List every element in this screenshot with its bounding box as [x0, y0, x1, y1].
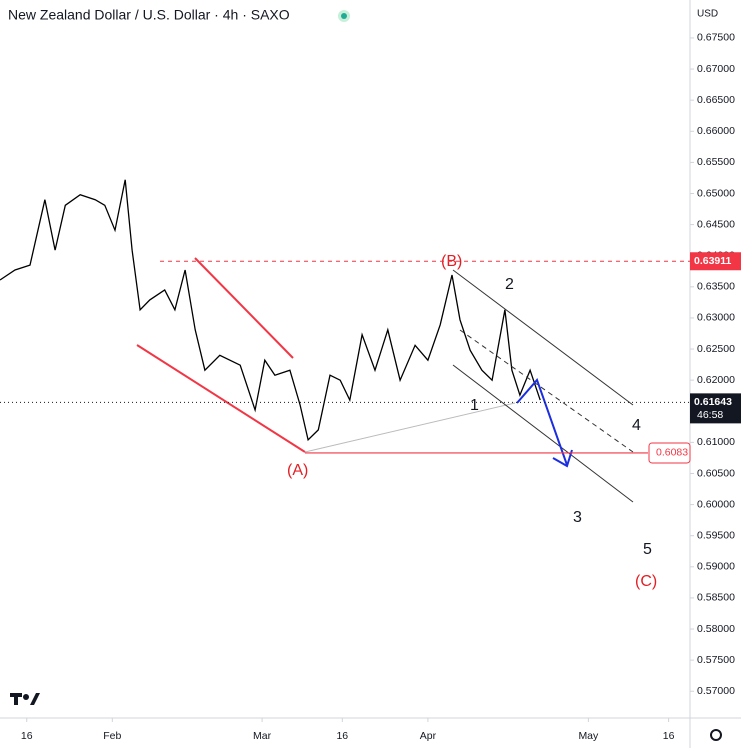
- y-tick-label: 0.60000: [697, 498, 735, 510]
- x-tick-label: 16: [663, 730, 675, 742]
- logo: [10, 693, 40, 705]
- y-tick-label: 0.62000: [697, 374, 735, 386]
- settings-icon[interactable]: [710, 729, 722, 741]
- price-label: 0.61643: [694, 396, 732, 408]
- y-tick-label: 0.58000: [697, 623, 735, 635]
- y-tick-label: 0.66500: [697, 94, 735, 106]
- wave-label: 3: [573, 509, 582, 526]
- y-tick-label: 0.60500: [697, 467, 735, 479]
- y-tick-label: 0.67000: [697, 63, 735, 75]
- x-tick-label: 16: [21, 730, 33, 742]
- x-tick-label: May: [578, 730, 599, 742]
- plot: [0, 37, 694, 722]
- x-tick-label: Apr: [420, 730, 437, 742]
- channel-line: [452, 364, 634, 503]
- wave-label: 2: [505, 276, 514, 293]
- logo-part: [14, 693, 18, 705]
- wave-label: 1: [470, 397, 479, 414]
- price-label-box: [690, 252, 741, 271]
- y-tick-label: 0.65000: [697, 187, 735, 199]
- y-tick-label: 0.65500: [697, 156, 735, 168]
- y-tick-label: 0.61000: [697, 436, 735, 448]
- y-tick-label: 0.59500: [697, 529, 735, 541]
- x-tick-label: Feb: [103, 730, 121, 742]
- wave-label: 4: [632, 417, 641, 434]
- support-label: 0.6083: [656, 447, 688, 459]
- projection-arrow: [516, 378, 568, 466]
- connector-line: [304, 402, 516, 453]
- logo-part: [30, 693, 40, 705]
- y-tick-label: 0.59000: [697, 561, 735, 573]
- y-tick-label: 0.67500: [697, 32, 735, 44]
- price-label-box: [690, 393, 741, 424]
- wedge-line: [136, 344, 306, 453]
- y-tick-label: 0.63500: [697, 281, 735, 293]
- y-tick-label: 0.63000: [697, 312, 735, 324]
- x-tick-label: 16: [336, 730, 348, 742]
- x-tick-label: Mar: [253, 730, 272, 742]
- wave-label: 5: [643, 541, 652, 558]
- channel-line: [452, 269, 634, 406]
- drawings: [136, 257, 634, 503]
- wedge-line: [194, 257, 294, 359]
- chart-title: New Zealand Dollar / U.S. Dollar · 4h · …: [8, 7, 290, 23]
- price-label: 0.63911: [694, 255, 732, 267]
- wave-label: (A): [287, 462, 308, 479]
- support-label-box: [648, 442, 691, 464]
- logo-part: [23, 694, 29, 700]
- y-tick-label: 0.57500: [697, 654, 735, 666]
- y-tick-label: 0.58500: [697, 592, 735, 604]
- currency: USD: [697, 9, 718, 20]
- price-line: [0, 179, 541, 442]
- y-tick-label: 0.64500: [697, 218, 735, 230]
- wave-label: (C): [635, 573, 657, 590]
- y-tick-label: 0.62500: [697, 343, 735, 355]
- countdown: 46:58: [697, 409, 723, 421]
- status-dot: [341, 13, 347, 19]
- arrow-head: [552, 449, 573, 468]
- y-tick-label: 0.66000: [697, 125, 735, 137]
- y-tick-label: 0.57000: [697, 685, 735, 697]
